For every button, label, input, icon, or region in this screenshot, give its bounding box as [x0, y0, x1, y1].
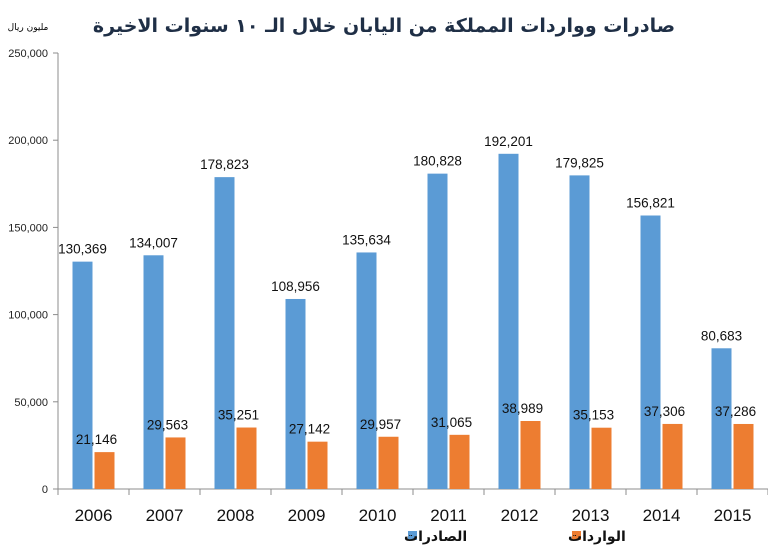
- data-label-exports: 178,823: [200, 157, 249, 172]
- x-tick-label: 2012: [501, 506, 539, 525]
- data-label-imports: 29,563: [147, 417, 188, 432]
- data-label-exports: 80,683: [701, 328, 742, 343]
- x-tick-label: 2010: [359, 506, 397, 525]
- x-tick-label: 2006: [75, 506, 113, 525]
- bar-imports: [94, 452, 115, 489]
- bar-imports: [449, 434, 470, 489]
- data-label-exports: 192,201: [484, 134, 533, 149]
- x-tick-label: 2013: [572, 506, 610, 525]
- bar-exports: [640, 215, 661, 489]
- bar-imports: [520, 421, 541, 489]
- bar-imports: [378, 436, 399, 489]
- data-label-imports: 27,142: [289, 422, 330, 437]
- chart-title: صادرات وواردات المملكة من اليابان خلال ا…: [93, 15, 675, 37]
- bar-imports: [662, 423, 683, 489]
- bar-imports: [733, 423, 754, 489]
- data-label-imports: 31,065: [431, 415, 472, 430]
- bar-exports: [427, 173, 448, 489]
- bar-exports: [214, 177, 235, 489]
- data-label-imports: 38,989: [502, 401, 543, 416]
- bar-exports: [72, 261, 93, 489]
- data-label-imports: 29,957: [360, 417, 401, 432]
- y-tick-label: 50,000: [14, 397, 48, 409]
- y-tick-label: 150,000: [8, 222, 48, 234]
- bar-imports: [591, 427, 612, 489]
- legend-label-imports: الواردات: [568, 529, 626, 545]
- data-label-exports: 108,956: [271, 279, 320, 294]
- bar-exports: [711, 348, 732, 489]
- x-tick-label: 2014: [643, 506, 681, 525]
- y-axis-unit-label: مليون ريال: [8, 23, 49, 33]
- bar-imports: [307, 441, 328, 489]
- data-label-exports: 134,007: [129, 235, 178, 250]
- data-label-imports: 35,153: [573, 408, 614, 423]
- y-tick-label: 200,000: [8, 135, 48, 147]
- y-tick-label: 100,000: [8, 310, 48, 322]
- bar-exports: [498, 153, 519, 489]
- data-label-exports: 130,369: [58, 242, 107, 257]
- bar-exports: [143, 255, 164, 489]
- legend: الصادرات الواردات: [404, 529, 626, 545]
- legend-swatch-imports: [572, 531, 581, 540]
- bar-imports: [236, 427, 257, 489]
- x-tick-label: 2011: [430, 506, 467, 525]
- bar-exports: [569, 175, 590, 489]
- data-label-exports: 135,634: [342, 232, 391, 247]
- data-label-imports: 21,146: [76, 432, 117, 447]
- data-label-exports: 156,821: [626, 196, 675, 211]
- x-tick-label: 2007: [146, 506, 184, 525]
- legend-swatch-exports: [408, 531, 417, 540]
- data-labels: 130,369 21,146 134,007 29,563 178,823 35,251 1…: [58, 134, 756, 447]
- y-tick-label: 250,000: [8, 48, 48, 60]
- x-tick-label: 2008: [217, 506, 255, 525]
- data-label-imports: 35,251: [218, 408, 259, 423]
- y-tick-label: 0: [42, 484, 48, 496]
- axes: 0 50,000 100,000 150,000 200,000 250,000 2006 2…: [8, 48, 768, 525]
- data-label-imports: 37,286: [715, 404, 756, 419]
- x-tick-label: 2009: [288, 506, 326, 525]
- x-tick-label: 2015: [714, 506, 752, 525]
- data-label-exports: 180,828: [413, 154, 462, 169]
- bar-exports: [285, 298, 306, 489]
- bars: [72, 153, 754, 489]
- bar-exports: [356, 252, 377, 489]
- data-label-imports: 37,306: [644, 404, 685, 419]
- data-label-exports: 179,825: [555, 155, 604, 170]
- bar-imports: [165, 437, 186, 489]
- legend-label-exports: الصادرات: [404, 529, 467, 545]
